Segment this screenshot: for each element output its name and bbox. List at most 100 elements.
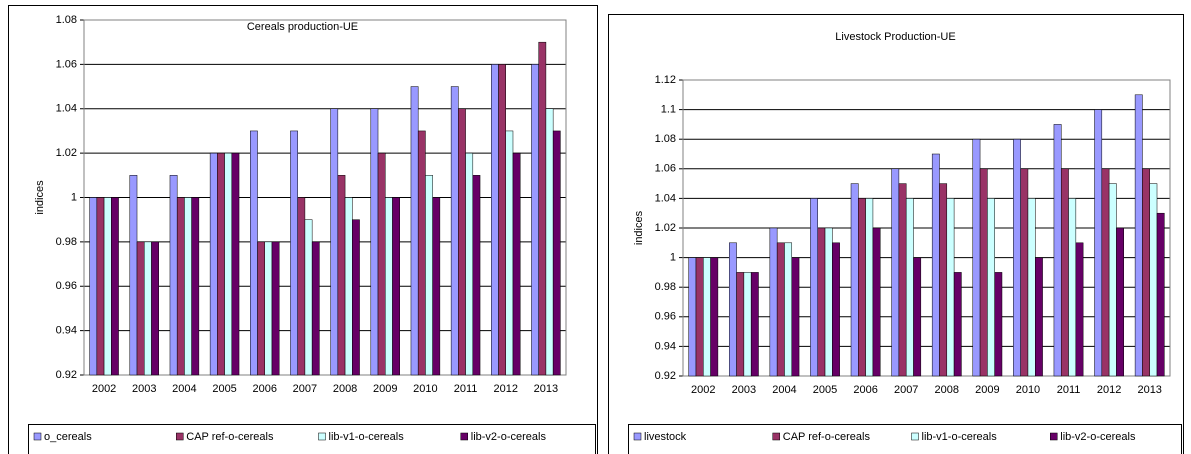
y-tick-label: 0.96 — [655, 311, 676, 323]
bar — [703, 257, 711, 377]
bar — [695, 257, 704, 377]
bar — [224, 152, 233, 376]
bar — [1020, 168, 1029, 377]
bar — [257, 241, 265, 376]
legend-box — [628, 424, 1182, 454]
bar — [392, 197, 400, 376]
bar — [176, 197, 185, 376]
bar — [538, 41, 547, 376]
bar — [810, 198, 818, 377]
x-tick-label: 2005 — [212, 383, 236, 395]
y-tick-label: 1.02 — [56, 147, 77, 159]
legend-label: o_cereals — [44, 431, 92, 443]
bar — [191, 197, 200, 376]
legend-swatch — [633, 432, 642, 441]
y-tick-label: 1.04 — [56, 103, 77, 115]
bar — [151, 241, 159, 376]
legend-label: CAP ref-o-cereals — [186, 431, 274, 443]
y-tick-label: 1.1 — [661, 104, 676, 116]
bar — [913, 257, 922, 377]
y-tick-label: 1 — [71, 191, 77, 203]
legend-label: livestock — [644, 431, 687, 443]
bar — [250, 130, 258, 376]
bar — [710, 257, 719, 377]
legend-swatch — [318, 432, 326, 441]
bar — [231, 152, 240, 376]
y-tick-label: 0.94 — [655, 340, 676, 352]
bar — [1116, 227, 1124, 377]
bar — [129, 175, 138, 376]
y-tick-label: 0.98 — [56, 236, 77, 248]
bar — [872, 227, 881, 377]
y-tick-label: 1.04 — [655, 192, 676, 204]
bar — [410, 86, 419, 376]
y-tick-label: 1 — [670, 252, 676, 264]
x-tick-label: 2007 — [894, 384, 918, 396]
bar — [103, 197, 112, 376]
y-axis-label: indices — [633, 210, 645, 245]
x-tick-label: 2012 — [494, 383, 518, 395]
y-tick-label: 1.08 — [56, 14, 77, 26]
x-tick-label: 2009 — [373, 383, 397, 395]
bar — [1108, 183, 1117, 377]
bar — [311, 241, 320, 376]
bar — [784, 242, 793, 377]
legend-swatch — [176, 432, 184, 441]
bar — [953, 272, 962, 377]
legend-box — [28, 424, 596, 454]
bar — [472, 175, 481, 376]
bar — [209, 152, 218, 376]
y-tick-label: 0.98 — [655, 281, 676, 293]
bar — [505, 130, 514, 376]
bar — [330, 108, 339, 376]
x-tick-label: 2010 — [1016, 384, 1040, 396]
bar — [931, 153, 940, 377]
bar — [905, 198, 914, 377]
bar — [304, 219, 313, 376]
bar — [458, 108, 466, 376]
bar — [1027, 198, 1036, 377]
chart-title: Livestock Production-UE — [835, 31, 955, 43]
chart-title: Cereals production-UE — [247, 21, 358, 33]
bar — [136, 241, 145, 376]
bar — [858, 198, 866, 377]
x-tick-label: 2013 — [1137, 384, 1161, 396]
y-tick-label: 0.94 — [56, 325, 77, 337]
bar — [89, 197, 98, 376]
bar — [946, 198, 955, 377]
x-tick-label: 2009 — [975, 384, 999, 396]
bar — [264, 241, 273, 376]
bar — [979, 168, 988, 377]
bar — [385, 197, 393, 376]
bar — [377, 152, 386, 376]
bar — [1068, 198, 1077, 377]
y-tick-label: 0.92 — [56, 369, 77, 381]
y-tick-label: 1.02 — [655, 222, 676, 234]
bar — [545, 108, 554, 376]
bar — [111, 197, 119, 376]
plot-area — [83, 19, 567, 376]
legend-label: lib-v2-o-cereals — [471, 431, 547, 443]
x-tick-label: 2003 — [132, 383, 156, 395]
legend-label: lib-v2-o-cereals — [1060, 431, 1136, 443]
bar — [1156, 212, 1165, 377]
bar — [352, 219, 360, 376]
bar — [1149, 183, 1158, 377]
bar — [1134, 94, 1143, 377]
bar — [688, 257, 697, 377]
bar — [824, 227, 833, 377]
y-tick-label: 1.08 — [655, 133, 676, 145]
y-tick-label: 1.12 — [655, 74, 676, 86]
y-axis-label: indices — [34, 180, 46, 215]
legend-swatch — [460, 432, 468, 441]
x-tick-label: 2003 — [732, 384, 756, 396]
bar — [370, 108, 379, 376]
bar — [290, 130, 298, 376]
legend-label: lib-v1-o-cereals — [922, 431, 998, 443]
bar — [1013, 138, 1021, 377]
x-tick-label: 2002 — [691, 384, 715, 396]
bar — [972, 138, 981, 377]
bar — [417, 130, 426, 376]
bar — [184, 197, 192, 376]
legend-swatch — [911, 432, 919, 441]
